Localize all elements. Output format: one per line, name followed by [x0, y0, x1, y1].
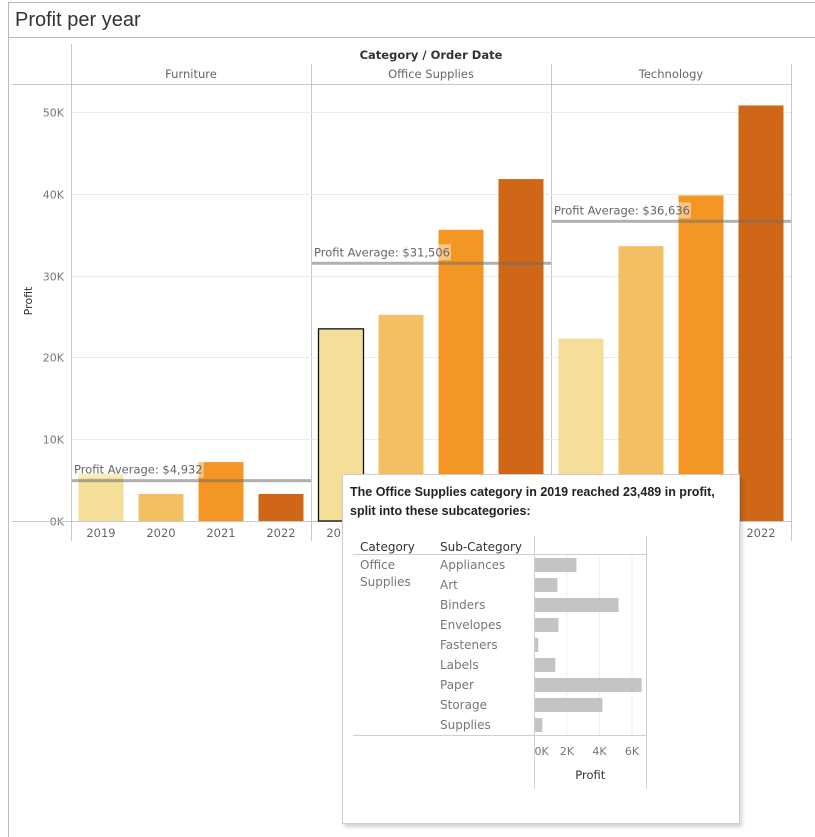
- tooltip-subcategory-label: Supplies: [440, 718, 491, 732]
- average-label-background: [313, 244, 451, 261]
- tooltip-x-tick-label: 6K: [625, 745, 640, 758]
- tooltip-category-value: Supplies: [360, 575, 411, 589]
- average-label-background: [553, 202, 691, 219]
- tooltip-subcategory-label: Art: [440, 578, 458, 592]
- y-tick-label: 30K: [43, 271, 65, 284]
- tooltip-bar-paper: [535, 678, 642, 692]
- tooltip-category-value: Office: [360, 558, 395, 572]
- tooltip-bar-appliances: [535, 558, 577, 572]
- tooltip-headline: The Office Supplies category in 2019 rea…: [350, 485, 715, 518]
- average-label-background: [73, 461, 204, 478]
- header-label: Category / Order Date: [360, 48, 503, 62]
- y-tick-label: 20K: [43, 352, 65, 365]
- x-tick-label: 2021: [206, 526, 235, 540]
- bar-office-supplies-2022: [498, 179, 544, 522]
- x-tick-label: 2019: [86, 526, 115, 540]
- title-box: Profit per year: [8, 2, 815, 38]
- tooltip-subcategory-label: Appliances: [440, 558, 505, 572]
- average-line: [552, 219, 791, 223]
- pane-header-office-supplies: Office Supplies: [388, 67, 474, 81]
- bar-furniture-2022: [258, 494, 304, 521]
- y-tick-label: 40K: [43, 189, 65, 202]
- x-tick-label: 2022: [266, 526, 295, 540]
- tooltip: The Office Supplies category in 2019 rea…: [342, 474, 740, 824]
- tooltip-subcategory-label: Paper: [440, 678, 474, 692]
- x-tick-label: 2022: [746, 526, 775, 540]
- tooltip-bar-fasteners: [535, 638, 539, 652]
- tooltip-x-tick-label: 2K: [560, 745, 575, 758]
- tooltip-bar-labels: [535, 658, 556, 672]
- container-border: [8, 38, 9, 837]
- y-tick-label: 50K: [43, 107, 65, 120]
- bar-technology-2021: [678, 195, 724, 521]
- tooltip-subcategory-chart: Category Sub-Category 0K 2K 4K 6K Profit Office…: [353, 536, 647, 789]
- tooltip-subcategory-label: Fasteners: [440, 638, 498, 652]
- tooltip-subcategory-label: Envelopes: [440, 618, 502, 632]
- x-tick-label: 2020: [146, 526, 175, 540]
- y-tick-label: 10K: [43, 434, 65, 447]
- tooltip-x-tick-label: 0K: [535, 745, 550, 758]
- tooltip-subcategory-label: Storage: [440, 698, 487, 712]
- bar-office-supplies-2021: [438, 229, 484, 522]
- average-line: [72, 479, 311, 483]
- tooltip-x-tick-label: 4K: [592, 745, 607, 758]
- average-label: Profit Average: $31,506: [314, 245, 450, 259]
- tooltip-subcategory-label: Labels: [440, 658, 479, 672]
- tooltip-axis-title: Profit: [575, 768, 605, 782]
- y-axis-title: Profit: [22, 286, 35, 315]
- tooltip-bar-envelopes: [535, 618, 559, 632]
- page-title: Profit per year: [15, 9, 141, 31]
- tooltip-subcategory-label: Binders: [440, 598, 485, 612]
- tooltip-bar-supplies: [535, 718, 543, 732]
- tooltip-bar-binders: [535, 598, 619, 612]
- pane-header-furniture: Furniture: [165, 67, 217, 81]
- bar-furniture-2021: [198, 462, 244, 521]
- bar-technology-2022: [738, 105, 784, 522]
- pane-header-technology: Technology: [638, 67, 704, 81]
- tooltip-col-subcategory: Sub-Category: [440, 540, 522, 554]
- bar-furniture-2020: [138, 494, 184, 521]
- average-label: Profit Average: $36,636: [554, 203, 690, 217]
- average-label: Profit Average: $4,932: [74, 463, 203, 477]
- tooltip-bar-art: [535, 578, 558, 592]
- average-line: [312, 261, 551, 265]
- tooltip-col-category: Category: [360, 540, 415, 554]
- tooltip-bar-storage: [535, 698, 603, 712]
